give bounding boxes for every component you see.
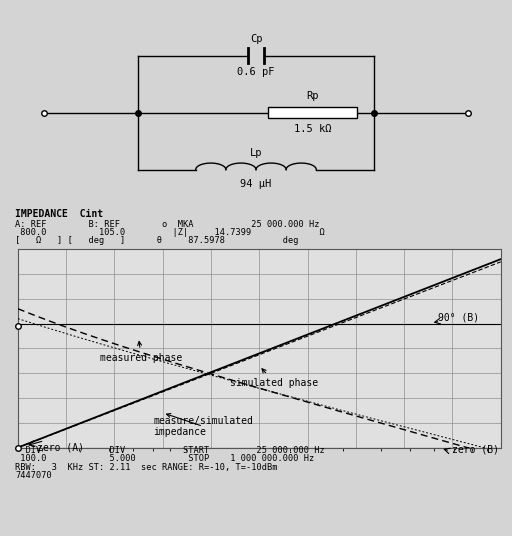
Text: 7447070: 7447070	[15, 471, 52, 480]
Text: IMPEDANCE  Cint: IMPEDANCE Cint	[15, 209, 103, 219]
Text: zero (B): zero (B)	[453, 444, 499, 454]
Text: [   Ω   ] [   deg   ]      θ     87.5978           deg: [ Ω ] [ deg ] θ 87.5978 deg	[15, 236, 299, 245]
Text: 0.6 pF: 0.6 pF	[237, 67, 275, 77]
Text: 90° (B): 90° (B)	[438, 312, 479, 323]
Text: 94 μH: 94 μH	[240, 180, 272, 189]
Bar	[268, 107, 357, 118]
Text: DIV             DIV           START         25 000.000 Hz: DIV DIV START 25 000.000 Hz	[15, 446, 325, 455]
Text: zero (A): zero (A)	[37, 442, 84, 452]
Text: Rp: Rp	[306, 91, 319, 101]
Text: simulated phase: simulated phase	[230, 369, 318, 388]
Text: measured phase: measured phase	[100, 341, 182, 363]
Text: measure/simulated
impedance: measure/simulated impedance	[153, 414, 253, 437]
Text: RBW:   3  KHz ST: 2.11  sec RANGE: R=-10, T=-10dBm: RBW: 3 KHz ST: 2.11 sec RANGE: R=-10, T=…	[15, 463, 278, 472]
Text: 100.0            5.000          STOP    1 000 000.000 Hz: 100.0 5.000 STOP 1 000 000.000 Hz	[15, 455, 314, 464]
Text: 1.5 kΩ: 1.5 kΩ	[294, 124, 331, 134]
Text: Lp: Lp	[250, 148, 262, 159]
Text: 800.0          105.0         |Z|     14.7399             Ω: 800.0 105.0 |Z| 14.7399 Ω	[15, 228, 325, 237]
Text: A: REF        B: REF        o  MKA           25 000.000 Hz: A: REF B: REF o MKA 25 000.000 Hz	[15, 220, 320, 229]
Text: Cp: Cp	[250, 34, 262, 44]
